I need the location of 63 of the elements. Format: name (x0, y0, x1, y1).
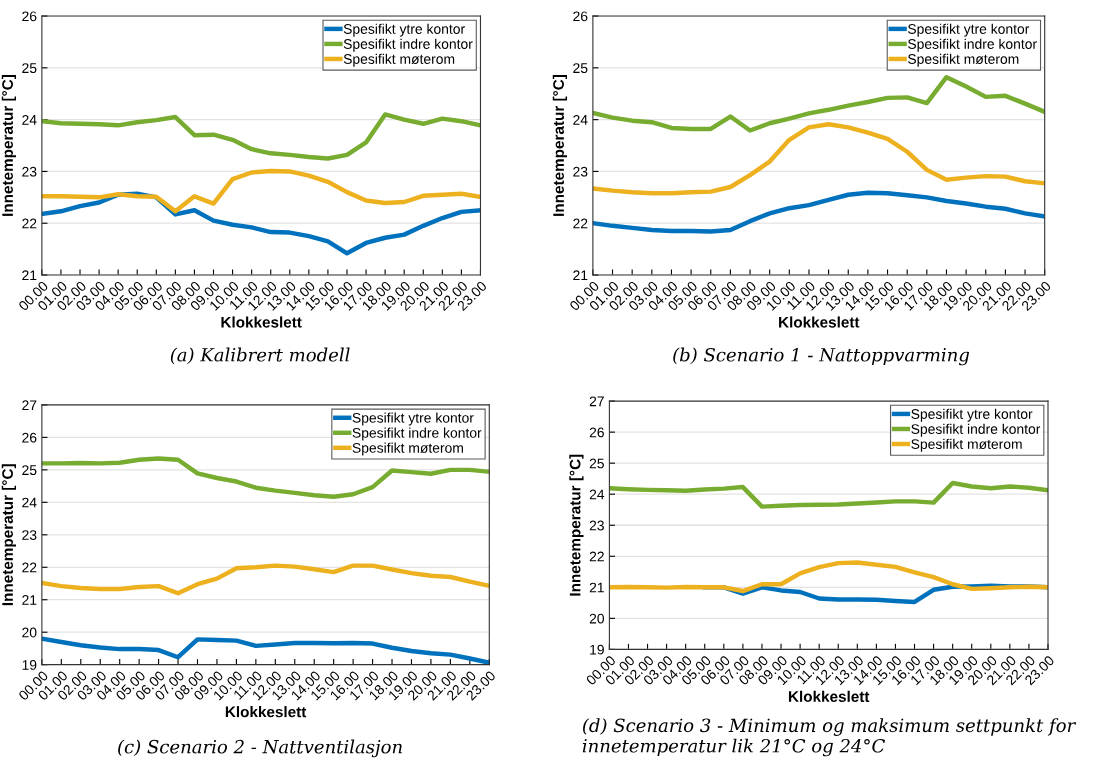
y-tick-label: 19 (590, 644, 604, 655)
y-axis-title: Innetemperatur [°C] (552, 75, 568, 216)
y-tick-label: 27 (22, 400, 37, 410)
line-series (592, 74, 1045, 133)
text: (a) Kalibrert modell (170, 347, 350, 365)
legend-label: Spesifikt indre kontor (908, 38, 1037, 52)
y-tick-label: 21 (589, 582, 604, 593)
y-tick-label: 24 (589, 489, 605, 500)
text: (d) Scenario 3 - Minimum og maksimum settpunkt for innetemperatur lik 21°C og 24°C (582, 718, 1077, 757)
legend-label: Spesifikt ytre kontor (343, 23, 465, 37)
y-tick-label: 24 (22, 497, 37, 508)
x-axis-title: Klokkeslett (788, 690, 870, 702)
line-series (41, 168, 481, 214)
line-series (41, 456, 490, 500)
line-series (609, 480, 1048, 509)
line-series (41, 112, 481, 161)
y-tick-label: 22 (22, 218, 37, 229)
legend-label: Spesifikt møterom (352, 442, 463, 456)
y-tick-label: 22 (573, 218, 588, 229)
text: (c) Scenario 2 - Nattventilasjon (118, 739, 402, 758)
y-tick-label: 24 (573, 114, 588, 125)
y-tick-label: 26 (22, 11, 37, 22)
y-axis-title: Innetemperatur [°C] (1, 75, 17, 216)
y-axis-title: Innetemperatur [°C] (569, 454, 584, 596)
y-tick-label: 20 (589, 613, 604, 624)
y-tick-label: 23 (22, 530, 37, 540)
y-tick-label: 25 (22, 63, 37, 74)
x-axis-title: Klokkeslett (779, 316, 860, 328)
legend-label: Spesifikt ytre kontor (911, 408, 1033, 422)
y-tick-label: 23 (22, 166, 37, 177)
y-tick-label: 27 (589, 396, 604, 407)
y-tick-label: 26 (22, 432, 37, 443)
y-tick-label: 19 (22, 660, 37, 670)
text: (b) Scenario 1 - Nattoppvarming (673, 347, 970, 366)
legend-label: Spesifikt ytre kontor (908, 23, 1030, 37)
y-tick-label: 21 (22, 595, 37, 605)
y-tick-label: 22 (589, 551, 604, 562)
line-series (41, 563, 490, 596)
x-axis-title: Klokkeslett (225, 706, 307, 718)
y-tick-label: 24 (22, 114, 37, 125)
y-tick-label: 23 (573, 166, 588, 177)
legend-label: Spesifikt indre kontor (911, 423, 1041, 437)
y-tick-label: 26 (573, 11, 588, 22)
y-tick-label: 25 (589, 458, 604, 469)
y-tick-label: 25 (22, 465, 37, 476)
y-tick-label: 26 (589, 427, 604, 438)
line-series (609, 560, 1048, 594)
y-tick-label: 20 (22, 627, 37, 638)
legend-label: Spesifikt møterom (343, 53, 455, 67)
y-tick-label: 25 (573, 63, 588, 74)
line-series (592, 190, 1045, 234)
y-tick-label: 21 (22, 270, 37, 281)
legend-label: Spesifikt møterom (908, 53, 1019, 67)
y-tick-label: 23 (589, 520, 604, 531)
line-series (592, 122, 1045, 196)
y-tick-label: 22 (22, 562, 37, 573)
y-axis-title: Innetemperatur [°C] (1, 464, 17, 606)
x-axis-title: Klokkeslett (221, 316, 302, 328)
legend-label: Spesifikt indre kontor (352, 427, 482, 441)
legend-label: Spesifikt ytre kontor (352, 412, 474, 426)
legend-label: Spesifikt møterom (911, 438, 1022, 452)
legend-label: Spesifikt indre kontor (343, 38, 473, 52)
y-tick-label: 21 (573, 270, 588, 281)
